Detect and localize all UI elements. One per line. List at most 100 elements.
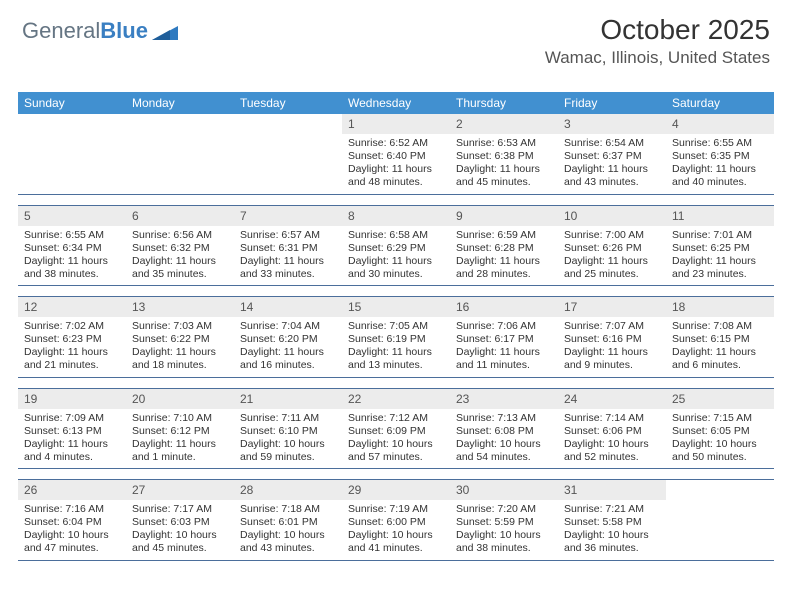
calendar-cell: 7Sunrise: 6:57 AMSunset: 6:31 PMDaylight… <box>234 206 342 286</box>
day-detail: Sunrise: 7:09 AMSunset: 6:13 PMDaylight:… <box>18 409 126 469</box>
calendar-cell: 5Sunrise: 6:55 AMSunset: 6:34 PMDaylight… <box>18 206 126 286</box>
calendar-cell: 4Sunrise: 6:55 AMSunset: 6:35 PMDaylight… <box>666 114 774 194</box>
day-detail: Sunrise: 7:12 AMSunset: 6:09 PMDaylight:… <box>342 409 450 469</box>
day-number: 25 <box>666 389 774 409</box>
day-detail: Sunrise: 6:58 AMSunset: 6:29 PMDaylight:… <box>342 226 450 286</box>
calendar-cell: 22Sunrise: 7:12 AMSunset: 6:09 PMDayligh… <box>342 389 450 469</box>
day-number: 7 <box>234 206 342 226</box>
day-number: 13 <box>126 297 234 317</box>
page-location: Wamac, Illinois, United States <box>545 48 770 68</box>
day-detail: Sunrise: 7:14 AMSunset: 6:06 PMDaylight:… <box>558 409 666 469</box>
weekday-label: Saturday <box>666 92 774 114</box>
day-detail: Sunrise: 6:54 AMSunset: 6:37 PMDaylight:… <box>558 134 666 194</box>
day-detail: Sunrise: 7:13 AMSunset: 6:08 PMDaylight:… <box>450 409 558 469</box>
brand-logo: GeneralBlue <box>22 18 178 44</box>
calendar-cell: 24Sunrise: 7:14 AMSunset: 6:06 PMDayligh… <box>558 389 666 469</box>
calendar-cell: 8Sunrise: 6:58 AMSunset: 6:29 PMDaylight… <box>342 206 450 286</box>
calendar-week: 5Sunrise: 6:55 AMSunset: 6:34 PMDaylight… <box>18 205 774 287</box>
weekday-label: Tuesday <box>234 92 342 114</box>
day-detail: Sunrise: 7:15 AMSunset: 6:05 PMDaylight:… <box>666 409 774 469</box>
calendar-cell: 2Sunrise: 6:53 AMSunset: 6:38 PMDaylight… <box>450 114 558 194</box>
calendar-cell: . <box>18 114 126 194</box>
day-number: 17 <box>558 297 666 317</box>
day-detail: Sunrise: 7:18 AMSunset: 6:01 PMDaylight:… <box>234 500 342 560</box>
day-number: 24 <box>558 389 666 409</box>
weekday-header: SundayMondayTuesdayWednesdayThursdayFrid… <box>18 92 774 114</box>
calendar-cell: 6Sunrise: 6:56 AMSunset: 6:32 PMDaylight… <box>126 206 234 286</box>
day-detail: Sunrise: 7:03 AMSunset: 6:22 PMDaylight:… <box>126 317 234 377</box>
brand-triangle-icon <box>152 22 178 40</box>
calendar-cell: 3Sunrise: 6:54 AMSunset: 6:37 PMDaylight… <box>558 114 666 194</box>
day-detail: Sunrise: 6:55 AMSunset: 6:35 PMDaylight:… <box>666 134 774 194</box>
day-detail: Sunrise: 6:57 AMSunset: 6:31 PMDaylight:… <box>234 226 342 286</box>
day-detail: Sunrise: 7:21 AMSunset: 5:58 PMDaylight:… <box>558 500 666 560</box>
calendar-cell: 27Sunrise: 7:17 AMSunset: 6:03 PMDayligh… <box>126 480 234 560</box>
weekday-label: Sunday <box>18 92 126 114</box>
day-detail: Sunrise: 7:00 AMSunset: 6:26 PMDaylight:… <box>558 226 666 286</box>
calendar-cell: . <box>666 480 774 560</box>
day-number: 23 <box>450 389 558 409</box>
day-detail: Sunrise: 6:56 AMSunset: 6:32 PMDaylight:… <box>126 226 234 286</box>
weekday-label: Wednesday <box>342 92 450 114</box>
day-detail: Sunrise: 6:53 AMSunset: 6:38 PMDaylight:… <box>450 134 558 194</box>
calendar-cell: 19Sunrise: 7:09 AMSunset: 6:13 PMDayligh… <box>18 389 126 469</box>
calendar-week: 12Sunrise: 7:02 AMSunset: 6:23 PMDayligh… <box>18 296 774 378</box>
day-number: 3 <box>558 114 666 134</box>
day-number: 26 <box>18 480 126 500</box>
day-number: 4 <box>666 114 774 134</box>
day-number: 19 <box>18 389 126 409</box>
calendar-cell: . <box>126 114 234 194</box>
calendar-cell: 25Sunrise: 7:15 AMSunset: 6:05 PMDayligh… <box>666 389 774 469</box>
weekday-label: Thursday <box>450 92 558 114</box>
calendar-cell: 30Sunrise: 7:20 AMSunset: 5:59 PMDayligh… <box>450 480 558 560</box>
day-detail: Sunrise: 7:07 AMSunset: 6:16 PMDaylight:… <box>558 317 666 377</box>
calendar-cell: 23Sunrise: 7:13 AMSunset: 6:08 PMDayligh… <box>450 389 558 469</box>
page-title: October 2025 <box>545 14 770 46</box>
calendar-week: 19Sunrise: 7:09 AMSunset: 6:13 PMDayligh… <box>18 388 774 470</box>
brand-part2: Blue <box>100 18 148 44</box>
calendar-cell: 14Sunrise: 7:04 AMSunset: 6:20 PMDayligh… <box>234 297 342 377</box>
day-number: 8 <box>342 206 450 226</box>
calendar: SundayMondayTuesdayWednesdayThursdayFrid… <box>18 92 774 561</box>
calendar-cell: 1Sunrise: 6:52 AMSunset: 6:40 PMDaylight… <box>342 114 450 194</box>
day-detail: Sunrise: 7:11 AMSunset: 6:10 PMDaylight:… <box>234 409 342 469</box>
day-number: 18 <box>666 297 774 317</box>
calendar-cell: 26Sunrise: 7:16 AMSunset: 6:04 PMDayligh… <box>18 480 126 560</box>
calendar-weeks: ...1Sunrise: 6:52 AMSunset: 6:40 PMDayli… <box>18 114 774 561</box>
day-number: 29 <box>342 480 450 500</box>
day-detail: Sunrise: 7:08 AMSunset: 6:15 PMDaylight:… <box>666 317 774 377</box>
day-number: 10 <box>558 206 666 226</box>
calendar-cell: 10Sunrise: 7:00 AMSunset: 6:26 PMDayligh… <box>558 206 666 286</box>
calendar-cell: 9Sunrise: 6:59 AMSunset: 6:28 PMDaylight… <box>450 206 558 286</box>
calendar-week: 26Sunrise: 7:16 AMSunset: 6:04 PMDayligh… <box>18 479 774 561</box>
day-detail: Sunrise: 6:59 AMSunset: 6:28 PMDaylight:… <box>450 226 558 286</box>
day-number: 15 <box>342 297 450 317</box>
calendar-cell: 28Sunrise: 7:18 AMSunset: 6:01 PMDayligh… <box>234 480 342 560</box>
calendar-cell: 15Sunrise: 7:05 AMSunset: 6:19 PMDayligh… <box>342 297 450 377</box>
day-number: 1 <box>342 114 450 134</box>
calendar-cell: 16Sunrise: 7:06 AMSunset: 6:17 PMDayligh… <box>450 297 558 377</box>
day-number: 30 <box>450 480 558 500</box>
calendar-cell: 11Sunrise: 7:01 AMSunset: 6:25 PMDayligh… <box>666 206 774 286</box>
calendar-cell: . <box>234 114 342 194</box>
day-number: 16 <box>450 297 558 317</box>
day-number: 12 <box>18 297 126 317</box>
day-detail: Sunrise: 6:52 AMSunset: 6:40 PMDaylight:… <box>342 134 450 194</box>
day-number: 11 <box>666 206 774 226</box>
calendar-cell: 18Sunrise: 7:08 AMSunset: 6:15 PMDayligh… <box>666 297 774 377</box>
day-number: 27 <box>126 480 234 500</box>
calendar-cell: 13Sunrise: 7:03 AMSunset: 6:22 PMDayligh… <box>126 297 234 377</box>
day-number: 31 <box>558 480 666 500</box>
day-detail: Sunrise: 7:01 AMSunset: 6:25 PMDaylight:… <box>666 226 774 286</box>
day-number: 14 <box>234 297 342 317</box>
day-detail: Sunrise: 7:16 AMSunset: 6:04 PMDaylight:… <box>18 500 126 560</box>
calendar-cell: 20Sunrise: 7:10 AMSunset: 6:12 PMDayligh… <box>126 389 234 469</box>
day-number: 21 <box>234 389 342 409</box>
day-number: 5 <box>18 206 126 226</box>
weekday-label: Friday <box>558 92 666 114</box>
day-number: 22 <box>342 389 450 409</box>
page-header: October 2025 Wamac, Illinois, United Sta… <box>545 14 770 68</box>
day-detail: Sunrise: 7:05 AMSunset: 6:19 PMDaylight:… <box>342 317 450 377</box>
day-number: 6 <box>126 206 234 226</box>
day-detail: Sunrise: 6:55 AMSunset: 6:34 PMDaylight:… <box>18 226 126 286</box>
